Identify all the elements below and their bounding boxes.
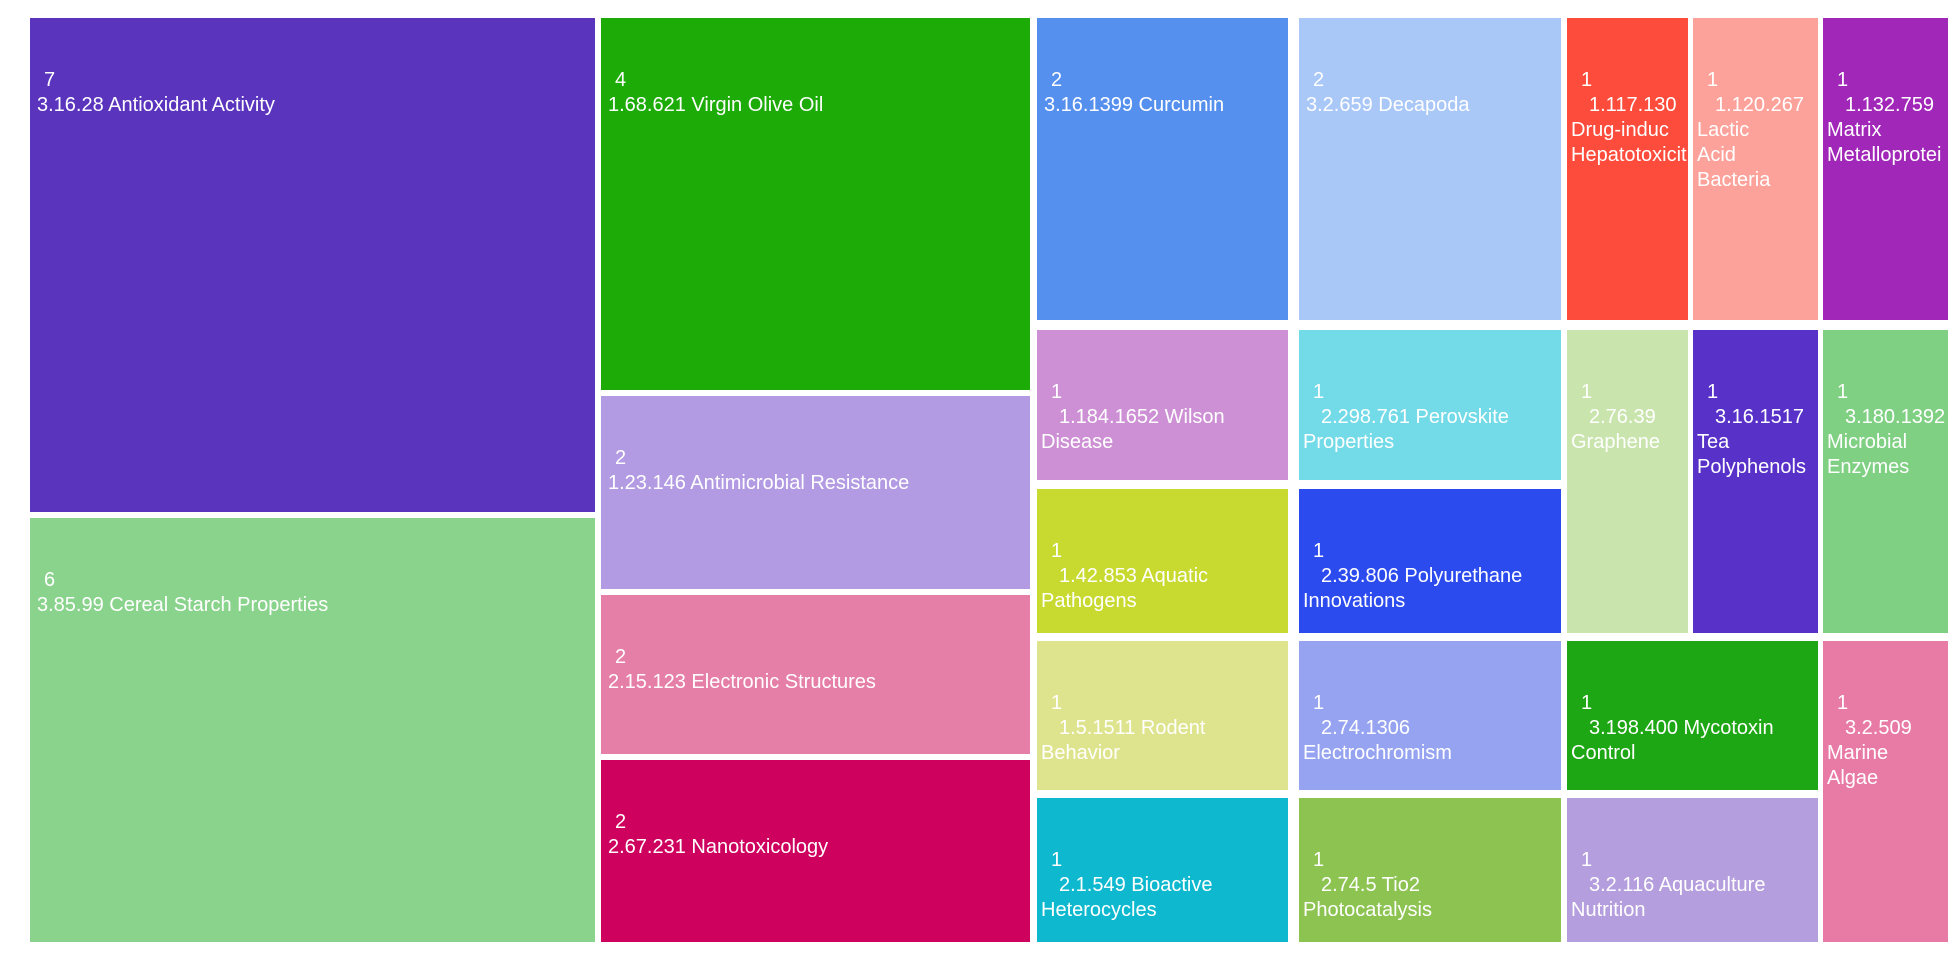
treemap-tile-marine-algae[interactable]: 1 3.2.509 Marine Algae	[1823, 641, 1948, 942]
tile-count: 2	[615, 447, 627, 469]
tile-count: 4	[615, 69, 627, 91]
tile-label: 3.85.99 Cereal Starch Properties	[37, 594, 329, 616]
tile-label: 3.16.1517 Tea Polyphenols	[1697, 406, 1806, 478]
treemap-tile-aquaculture-nutrition[interactable]: 1 3.2.116 Aquaculture Nutrition	[1567, 798, 1818, 942]
treemap-tile-nanotoxicology[interactable]: 2 2.67.231 Nanotoxicology	[601, 760, 1030, 942]
treemap-tile-bioactive-heterocycles[interactable]: 1 2.1.549 Bioactive Heterocycles	[1037, 798, 1288, 942]
tile-label: 1.5.1511 Rodent Behavior	[1041, 717, 1206, 764]
tile-count: 1	[1313, 381, 1325, 403]
tile-label: 2.298.761 Perovskite Properties	[1303, 406, 1509, 453]
tile-label: 1.23.146 Antimicrobial Resistance	[608, 472, 910, 494]
treemap-tile-cereal-starch-properties[interactable]: 6 3.85.99 Cereal Starch Properties	[30, 518, 595, 942]
tile-count: 1	[1581, 692, 1593, 714]
treemap-tile-drug-induced-hepatotoxicity[interactable]: 1 1.117.130 Drug-induc Hepatotoxicit	[1567, 18, 1688, 320]
tile-count: 2	[1051, 69, 1063, 91]
treemap-tile-matrix-metalloproteinases[interactable]: 1 1.132.759 Matrix Metalloprotei	[1823, 18, 1948, 320]
treemap-tile-decapoda[interactable]: 2 3.2.659 Decapoda	[1299, 18, 1561, 320]
tile-count: 2	[1313, 69, 1325, 91]
tile-count: 1	[1837, 381, 1849, 403]
treemap-tile-polyurethane-innovations[interactable]: 1 2.39.806 Polyurethane Innovations	[1299, 489, 1561, 633]
tile-count: 1	[1707, 69, 1719, 91]
tile-label: 2.15.123 Electronic Structures	[608, 671, 876, 693]
tile-count: 1	[1051, 692, 1063, 714]
tile-count: 1	[1581, 69, 1593, 91]
tile-count: 6	[44, 569, 56, 591]
tile-count: 1	[1581, 381, 1593, 403]
tile-count: 1	[1051, 540, 1063, 562]
treemap-tile-aquatic-pathogens[interactable]: 1 1.42.853 Aquatic Pathogens	[1037, 489, 1288, 633]
tile-label: 3.16.1399 Curcumin	[1044, 94, 1225, 116]
tile-label: 1.120.267 Lactic Acid Bacteria	[1697, 94, 1804, 191]
tile-label: 1.68.621 Virgin Olive Oil	[608, 94, 824, 116]
tile-count: 1	[1313, 849, 1325, 871]
treemap-tile-graphene[interactable]: 1 2.76.39 Graphene	[1567, 330, 1688, 633]
tile-label: 1.184.1652 Wilson Disease	[1041, 406, 1225, 453]
tile-count: 1	[1313, 540, 1325, 562]
tile-count: 2	[615, 646, 627, 668]
treemap-tile-tea-polyphenols[interactable]: 1 3.16.1517 Tea Polyphenols	[1693, 330, 1818, 633]
treemap-tile-curcumin[interactable]: 2 3.16.1399 Curcumin	[1037, 18, 1288, 320]
tile-label: 1.117.130 Drug-induc Hepatotoxicit	[1571, 94, 1687, 166]
treemap-tile-perovskite-properties[interactable]: 1 2.298.761 Perovskite Properties	[1299, 330, 1561, 480]
treemap-tile-virgin-olive-oil[interactable]: 4 1.68.621 Virgin Olive Oil	[601, 18, 1030, 390]
tile-label: 2.67.231 Nanotoxicology	[608, 836, 829, 858]
treemap-tile-microbial-enzymes[interactable]: 1 3.180.1392 Microbial Enzymes	[1823, 330, 1948, 633]
tile-label: 3.2.509 Marine Algae	[1827, 717, 1912, 789]
treemap-tile-electrochromism[interactable]: 1 2.74.1306 Electrochromism	[1299, 641, 1561, 790]
tile-count: 1	[1051, 849, 1063, 871]
tile-label: 2.1.549 Bioactive Heterocycles	[1041, 874, 1213, 921]
tile-count: 1	[1581, 849, 1593, 871]
treemap-tile-lactic-acid-bacteria[interactable]: 1 1.120.267 Lactic Acid Bacteria	[1693, 18, 1818, 320]
tile-count: 1	[1051, 381, 1063, 403]
tile-count: 1	[1313, 692, 1325, 714]
tile-label: 1.132.759 Matrix Metalloprotei	[1827, 94, 1942, 166]
tile-label: 1.42.853 Aquatic Pathogens	[1041, 565, 1209, 612]
tile-label: 3.2.116 Aquaculture Nutrition	[1571, 874, 1766, 921]
tile-label: 2.74.5 Tio2 Photocatalysis	[1303, 874, 1432, 921]
tile-label: 3.16.28 Antioxidant Activity	[37, 94, 275, 116]
treemap-tile-rodent-behavior[interactable]: 1 1.5.1511 Rodent Behavior	[1037, 641, 1288, 790]
tile-label: 3.180.1392 Microbial Enzymes	[1827, 406, 1946, 478]
tile-label: 2.74.1306 Electrochromism	[1303, 717, 1452, 764]
treemap-tile-mycotoxin-control[interactable]: 1 3.198.400 Mycotoxin Control	[1567, 641, 1818, 790]
treemap-tile-electronic-structures[interactable]: 2 2.15.123 Electronic Structures	[601, 595, 1030, 754]
treemap-tile-antimicrobial-resistance[interactable]: 2 1.23.146 Antimicrobial Resistance	[601, 396, 1030, 589]
treemap-tile-antioxidant-activity[interactable]: 7 3.16.28 Antioxidant Activity	[30, 18, 595, 512]
tile-label: 3.198.400 Mycotoxin Control	[1571, 717, 1774, 764]
tile-count: 1	[1707, 381, 1719, 403]
tile-count: 1	[1837, 69, 1849, 91]
tile-label: 3.2.659 Decapoda	[1306, 94, 1470, 116]
tile-count: 2	[615, 811, 627, 833]
treemap-tile-wilson-disease[interactable]: 1 1.184.1652 Wilson Disease	[1037, 330, 1288, 480]
tile-count: 7	[44, 69, 56, 91]
tile-label: 2.76.39 Graphene	[1571, 406, 1660, 453]
treemap-tile-tio2-photocatalysis[interactable]: 1 2.74.5 Tio2 Photocatalysis	[1299, 798, 1561, 942]
tile-count: 1	[1837, 692, 1849, 714]
tile-label: 2.39.806 Polyurethane Innovations	[1303, 565, 1523, 612]
